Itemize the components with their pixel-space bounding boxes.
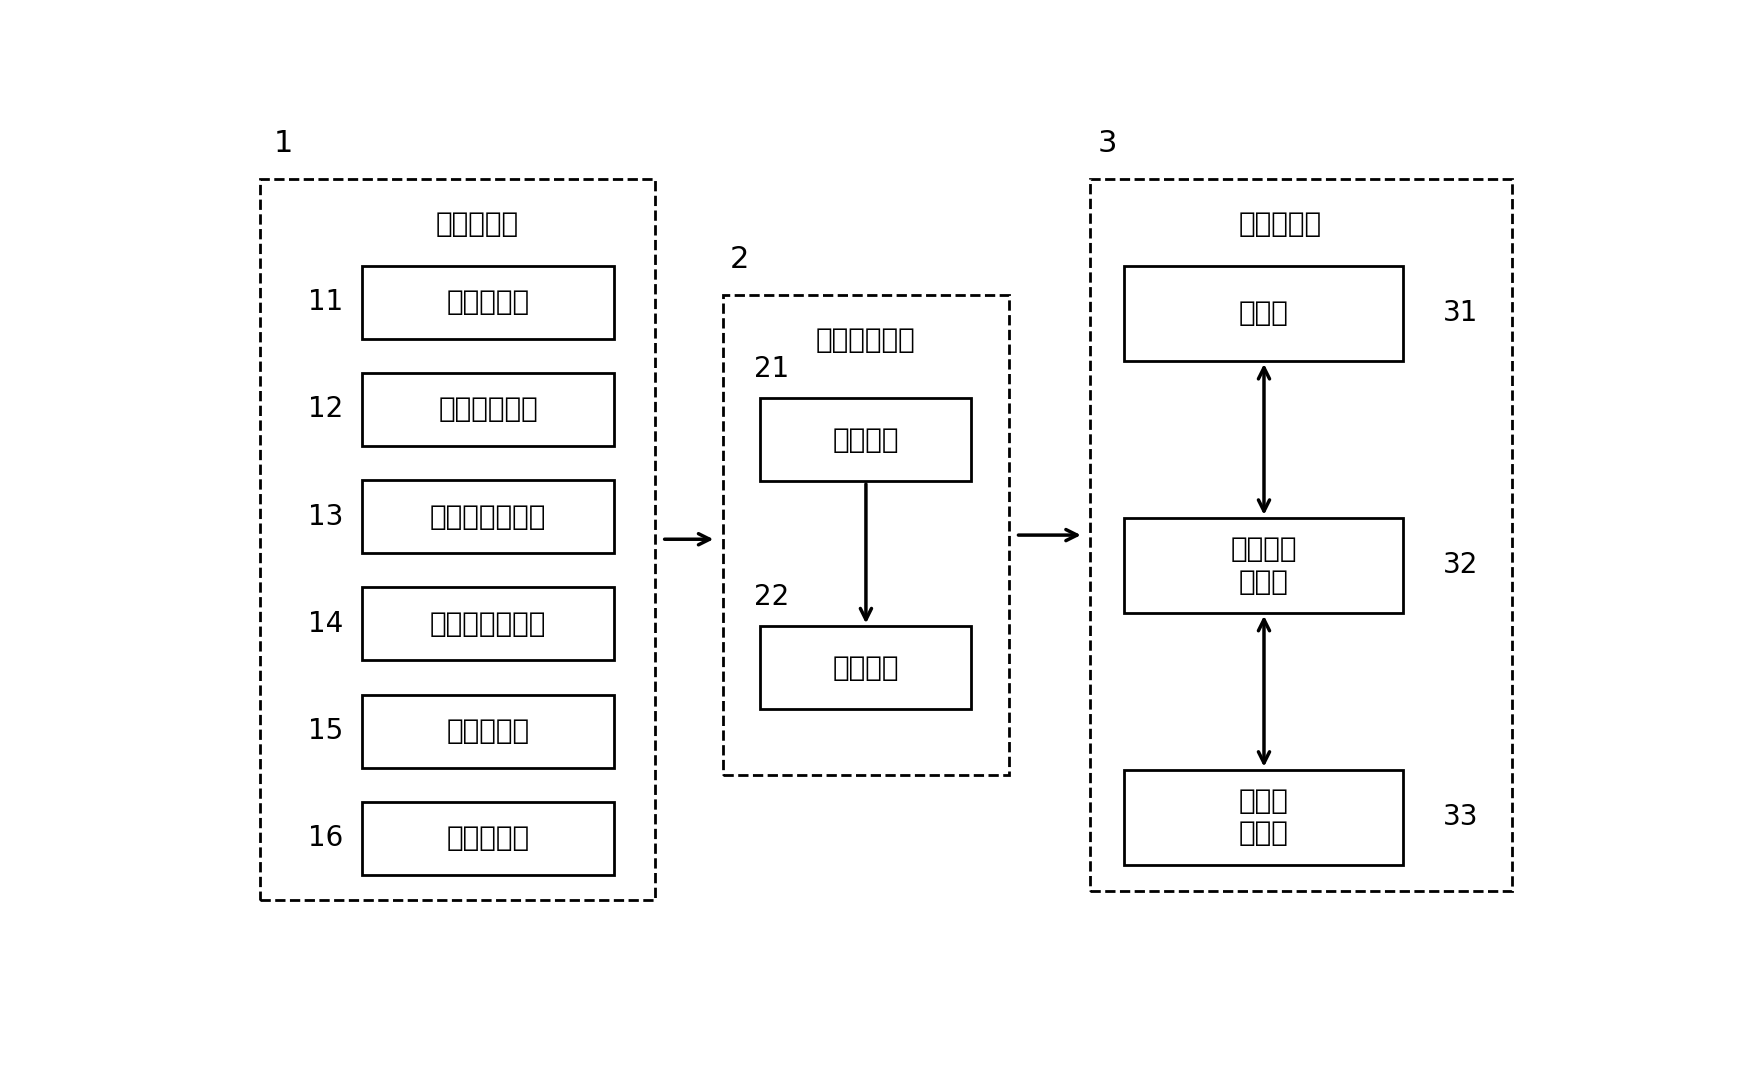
Text: 数据库: 数据库 xyxy=(1239,299,1288,327)
Text: 温湿度传感器: 温湿度传感器 xyxy=(439,396,537,424)
Text: 31: 31 xyxy=(1443,299,1478,327)
Text: 11: 11 xyxy=(307,288,342,316)
Text: 数据处理
计算机: 数据处理 计算机 xyxy=(1230,535,1297,595)
Bar xyxy=(362,480,614,553)
Text: 积冰传感器: 积冰传感器 xyxy=(446,288,530,316)
Bar xyxy=(1123,769,1402,865)
Bar xyxy=(723,295,1007,776)
Text: 3: 3 xyxy=(1097,129,1116,158)
Text: 22: 22 xyxy=(753,583,788,611)
Text: 1: 1 xyxy=(274,129,293,158)
Text: 计算机系统: 计算机系统 xyxy=(1237,211,1322,239)
Text: 12: 12 xyxy=(307,396,342,424)
Text: 32: 32 xyxy=(1443,551,1478,579)
Bar xyxy=(362,373,614,445)
Bar xyxy=(1090,179,1511,891)
Bar xyxy=(362,587,614,661)
Bar xyxy=(760,398,971,481)
Text: 风速风向传感器: 风速风向传感器 xyxy=(430,502,546,530)
Text: 信息发
布平台: 信息发 布平台 xyxy=(1239,787,1288,848)
Text: 14: 14 xyxy=(307,610,342,638)
Text: 21: 21 xyxy=(753,355,788,383)
Bar xyxy=(362,802,614,875)
Text: 数据采集系统: 数据采集系统 xyxy=(816,326,916,354)
Text: 13: 13 xyxy=(307,502,344,530)
Bar xyxy=(1123,518,1402,613)
Text: 压力传感器: 压力传感器 xyxy=(446,717,530,745)
Text: 16: 16 xyxy=(307,824,342,852)
Text: 传感器系统: 传感器系统 xyxy=(435,211,519,239)
Text: 输入接口: 输入接口 xyxy=(832,426,899,454)
Bar xyxy=(1123,266,1402,362)
Bar xyxy=(362,695,614,767)
Text: 33: 33 xyxy=(1443,803,1478,831)
Text: 降水传感器: 降水传感器 xyxy=(446,824,530,852)
Text: 表面温度传感器: 表面温度传感器 xyxy=(430,610,546,638)
Text: 2: 2 xyxy=(730,245,749,274)
Bar xyxy=(362,266,614,339)
Text: 数采集器: 数采集器 xyxy=(832,653,899,682)
Bar xyxy=(260,179,655,900)
Text: 15: 15 xyxy=(307,717,342,745)
Bar xyxy=(760,626,971,709)
